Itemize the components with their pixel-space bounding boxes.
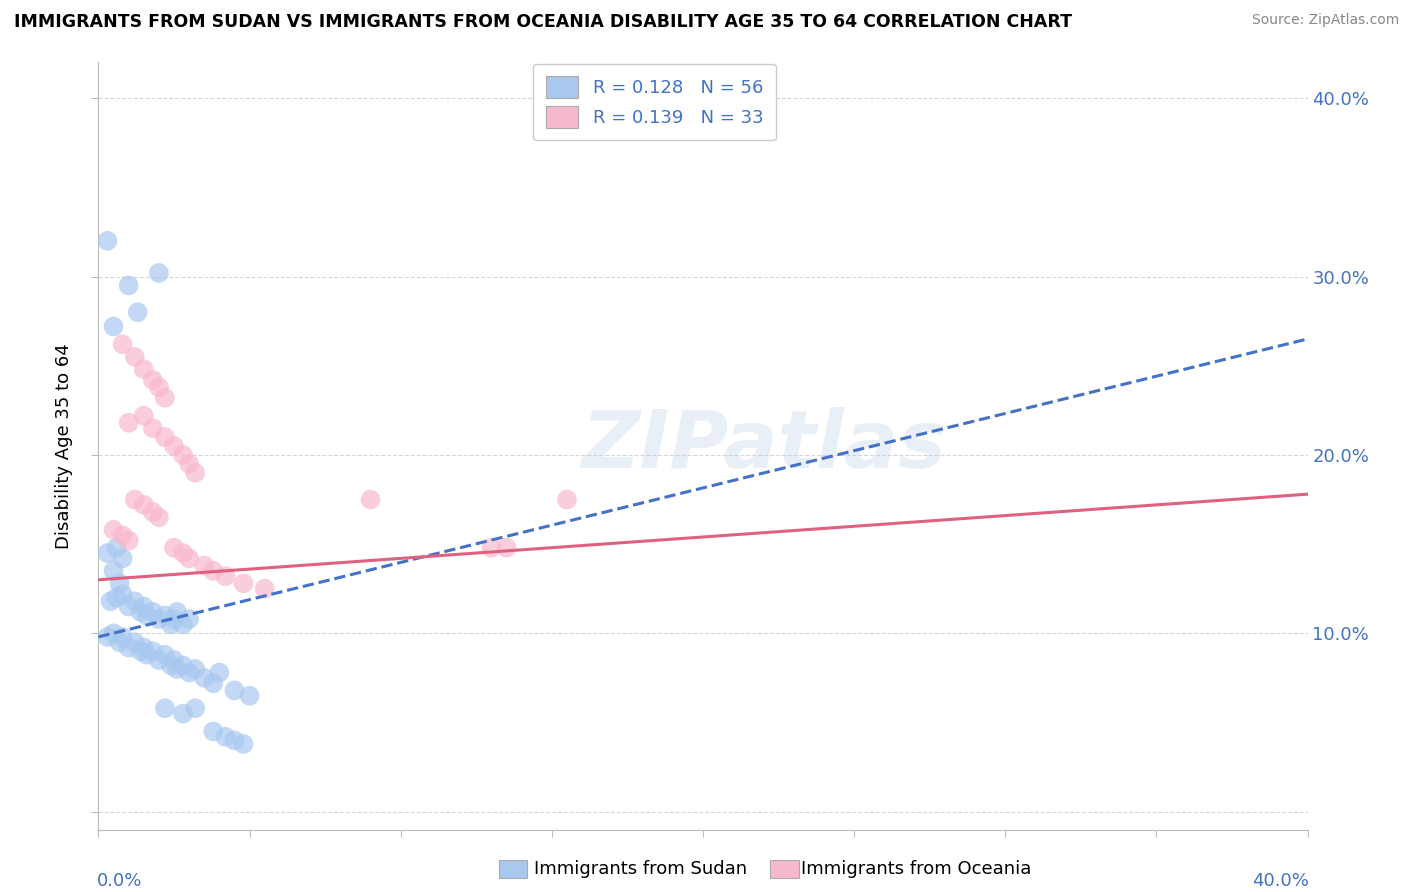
Point <box>127 305 149 319</box>
Point <box>179 612 201 626</box>
Point <box>118 599 141 614</box>
Point <box>118 533 141 548</box>
Point <box>184 466 207 480</box>
Point <box>96 546 118 560</box>
Point <box>163 439 186 453</box>
Point <box>142 421 165 435</box>
Point <box>118 278 141 293</box>
Point <box>214 569 236 583</box>
Point <box>103 319 125 334</box>
Point <box>96 234 118 248</box>
Point <box>193 671 215 685</box>
Text: Immigrants from Sudan: Immigrants from Sudan <box>534 860 748 878</box>
Point <box>481 541 503 555</box>
Point <box>135 608 157 623</box>
Point <box>129 605 152 619</box>
Text: Immigrants from Oceania: Immigrants from Oceania <box>801 860 1032 878</box>
Point <box>153 608 176 623</box>
Point <box>111 630 134 644</box>
Point <box>103 626 125 640</box>
Point <box>148 653 170 667</box>
Point <box>108 635 131 649</box>
Point <box>179 457 201 471</box>
Point <box>184 701 207 715</box>
Point <box>253 582 276 596</box>
Point <box>118 416 141 430</box>
Point <box>232 737 254 751</box>
Point <box>132 640 155 655</box>
Point <box>118 640 141 655</box>
Point <box>142 605 165 619</box>
Text: 40.0%: 40.0% <box>1251 871 1309 889</box>
Point <box>172 546 194 560</box>
Point <box>132 599 155 614</box>
Point <box>172 706 194 721</box>
Point <box>129 644 152 658</box>
Point <box>153 701 176 715</box>
Point <box>96 630 118 644</box>
Point <box>184 662 207 676</box>
Point <box>148 612 170 626</box>
Point <box>124 635 146 649</box>
Y-axis label: Disability Age 35 to 64: Disability Age 35 to 64 <box>55 343 73 549</box>
Point <box>208 665 231 680</box>
Point <box>142 505 165 519</box>
Point <box>124 350 146 364</box>
Point <box>142 373 165 387</box>
Point <box>124 594 146 608</box>
Point <box>148 510 170 524</box>
Point <box>224 733 246 747</box>
Point <box>166 662 188 676</box>
Text: Source: ZipAtlas.com: Source: ZipAtlas.com <box>1251 13 1399 28</box>
Point <box>111 551 134 566</box>
Point <box>202 724 225 739</box>
Point <box>153 391 176 405</box>
Text: IMMIGRANTS FROM SUDAN VS IMMIGRANTS FROM OCEANIA DISABILITY AGE 35 TO 64 CORRELA: IMMIGRANTS FROM SUDAN VS IMMIGRANTS FROM… <box>14 13 1071 31</box>
Point <box>495 541 517 555</box>
Point <box>172 617 194 632</box>
Point <box>179 665 201 680</box>
Point <box>103 523 125 537</box>
Point <box>105 591 128 605</box>
Point <box>163 653 186 667</box>
Point <box>214 730 236 744</box>
Point <box>166 605 188 619</box>
Point <box>163 541 186 555</box>
Point <box>124 492 146 507</box>
Point <box>360 492 382 507</box>
Text: 0.0%: 0.0% <box>97 871 142 889</box>
Point <box>172 448 194 462</box>
Point <box>160 658 183 673</box>
Point <box>172 658 194 673</box>
Point <box>132 362 155 376</box>
Point <box>153 648 176 662</box>
Point <box>148 266 170 280</box>
Point <box>100 594 122 608</box>
Point <box>232 576 254 591</box>
Point <box>135 648 157 662</box>
Point <box>160 617 183 632</box>
Point <box>153 430 176 444</box>
Point <box>132 498 155 512</box>
Point <box>111 528 134 542</box>
Point <box>224 683 246 698</box>
Text: ZIPatlas: ZIPatlas <box>581 407 946 485</box>
Point <box>142 644 165 658</box>
Point <box>179 551 201 566</box>
Point <box>202 564 225 578</box>
Point <box>239 689 262 703</box>
Point <box>111 587 134 601</box>
Point <box>108 576 131 591</box>
Point <box>202 676 225 690</box>
Point <box>163 612 186 626</box>
Point <box>132 409 155 423</box>
Legend: R = 0.128   N = 56, R = 0.139   N = 33: R = 0.128 N = 56, R = 0.139 N = 33 <box>533 64 776 140</box>
Point <box>111 337 134 351</box>
Point <box>555 492 578 507</box>
Point <box>193 558 215 573</box>
Point <box>103 564 125 578</box>
Point <box>148 380 170 394</box>
Point <box>105 541 128 555</box>
